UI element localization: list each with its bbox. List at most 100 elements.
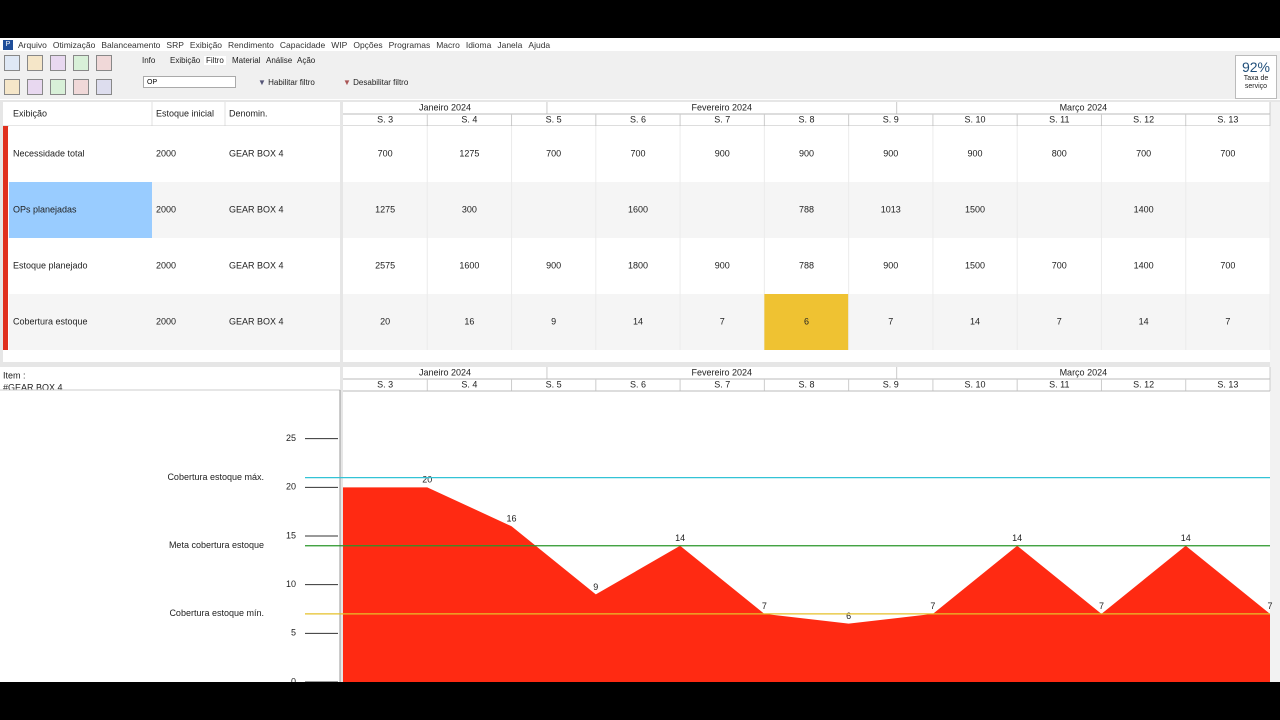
grid-cell: 7 [888,316,893,326]
menu-item[interactable]: Balanceamento [101,39,161,50]
toolbar-icon[interactable] [4,55,20,71]
y-tick-label: 25 [286,433,296,443]
table-cell: Estoque planejado [13,260,88,270]
ribbon-tab[interactable]: Filtro [204,56,226,65]
table-cell: GEAR BOX 4 [229,148,284,158]
data-label: 7 [1267,601,1272,611]
grid-cell: 900 [883,148,898,158]
row-marker [3,238,8,294]
toolbar-icon[interactable] [96,79,112,95]
month-header: Fevereiro 2024 [692,367,753,377]
item-label: Item : [3,370,26,380]
table-cell: 2000 [156,204,176,214]
grid-cell: 1013 [881,204,901,214]
menu-item[interactable]: Arquivo [18,39,47,50]
menu-item[interactable]: Idioma [465,39,492,50]
grid-cell: 788 [799,204,814,214]
coverage-area [343,487,1270,682]
table-cell: OPs planejadas [13,204,77,214]
row-bg [9,126,340,182]
menu-item[interactable]: Otimização [52,39,96,50]
kpi-label: Taxa de serviço [1243,75,1269,90]
ribbon-tab[interactable]: Exibição [170,56,201,65]
chart-left-panel [0,367,340,682]
enable-filter-button[interactable]: ▼ Habilitar filtro [258,78,315,87]
grid-cell: 900 [715,148,730,158]
menu-item[interactable]: Exibição [189,39,223,50]
week-header: S. 10 [965,114,986,124]
grid-cell: 20 [380,316,390,326]
data-label: 7 [762,601,767,611]
menu-item[interactable]: Opções [353,39,383,50]
grid-cell: 14 [1139,316,1149,326]
alert-cell [764,294,849,350]
grid-cell: 700 [1136,148,1151,158]
table-cell: GEAR BOX 4 [229,260,284,270]
ribbon-tab[interactable]: Análise [266,56,293,65]
reference-label: Cobertura estoque mín. [169,608,264,618]
toolbar-icon[interactable] [4,79,20,95]
column-header: Estoque inicial [156,108,214,118]
grid-cell: 900 [546,260,561,270]
data-label: 16 [507,514,517,524]
menu-item[interactable]: Macro [436,39,460,50]
week-header: S. 12 [1133,379,1154,389]
grid-cell: 700 [546,148,561,158]
grid-cell: 700 [1052,260,1067,270]
disable-filter-button[interactable]: ▼ Desabilitar filtro [343,78,409,87]
scrollbar [1270,102,1280,682]
toolbar-icon[interactable] [96,55,112,71]
menu-item[interactable]: Janela [497,39,523,50]
menu-item[interactable]: Programas [388,39,431,50]
week-header: S. 9 [883,114,899,124]
menu-item[interactable]: Capacidade [279,39,326,50]
grid-cell: 1500 [965,204,985,214]
week-header: S. 11 [1049,379,1069,389]
grid-cell: 1600 [628,204,648,214]
table-cell: 2000 [156,316,176,326]
filter-select[interactable]: OP [143,76,236,88]
grid-cell: 700 [1220,260,1235,270]
grid-cell: 1800 [628,260,648,270]
grid-cell: 300 [462,204,477,214]
grid-cell: 1400 [1134,260,1154,270]
ribbon-tab[interactable]: Ação [297,56,316,65]
ribbon-tab[interactable]: Info [142,56,156,65]
grid-cell: 6 [804,316,809,326]
grid-cell: 7 [1225,316,1230,326]
row-marker [3,126,8,182]
toolbar-icon[interactable] [73,79,89,95]
toolbar-icon[interactable] [27,79,43,95]
data-label: 7 [930,601,935,611]
menu-item[interactable]: SRP [166,39,184,50]
column-header: Exibição [13,108,47,118]
toolbar-icon[interactable] [73,55,89,71]
table-cell: 2000 [156,260,176,270]
grid-cell: 7 [1057,316,1062,326]
toolbar-icon[interactable] [50,79,66,95]
app-window: P Arquivo Otimização Balanceamento SRP Exibiç… [0,38,1280,682]
week-header: S. 4 [461,114,477,124]
week-header: S. 13 [1217,114,1238,124]
y-tick-label: 20 [286,482,296,492]
month-header: Março 2024 [1060,102,1108,112]
grid-cell: 700 [630,148,645,158]
ribbon-tab[interactable]: Material [232,56,261,65]
toolbar-icon[interactable] [27,55,43,71]
week-header: S. 12 [1133,114,1154,124]
kpi-value: 92% [1241,59,1271,75]
week-header: S. 5 [546,114,562,124]
menu-item[interactable]: WIP [331,39,348,50]
data-label: 20 [422,475,432,485]
menu-item[interactable]: Ajuda [528,39,551,50]
toolbar-icon[interactable] [50,55,66,71]
table-cell: 2000 [156,148,176,158]
row-bg [343,126,1270,182]
grid-cell: 900 [883,260,898,270]
menu-item[interactable]: Rendimento [228,39,274,50]
item-name: #GEAR BOX 4 [3,382,63,392]
week-header: S. 6 [630,379,646,389]
data-label: 9 [593,582,598,592]
row-bg [343,182,1270,238]
month-header: Janeiro 2024 [419,102,471,112]
